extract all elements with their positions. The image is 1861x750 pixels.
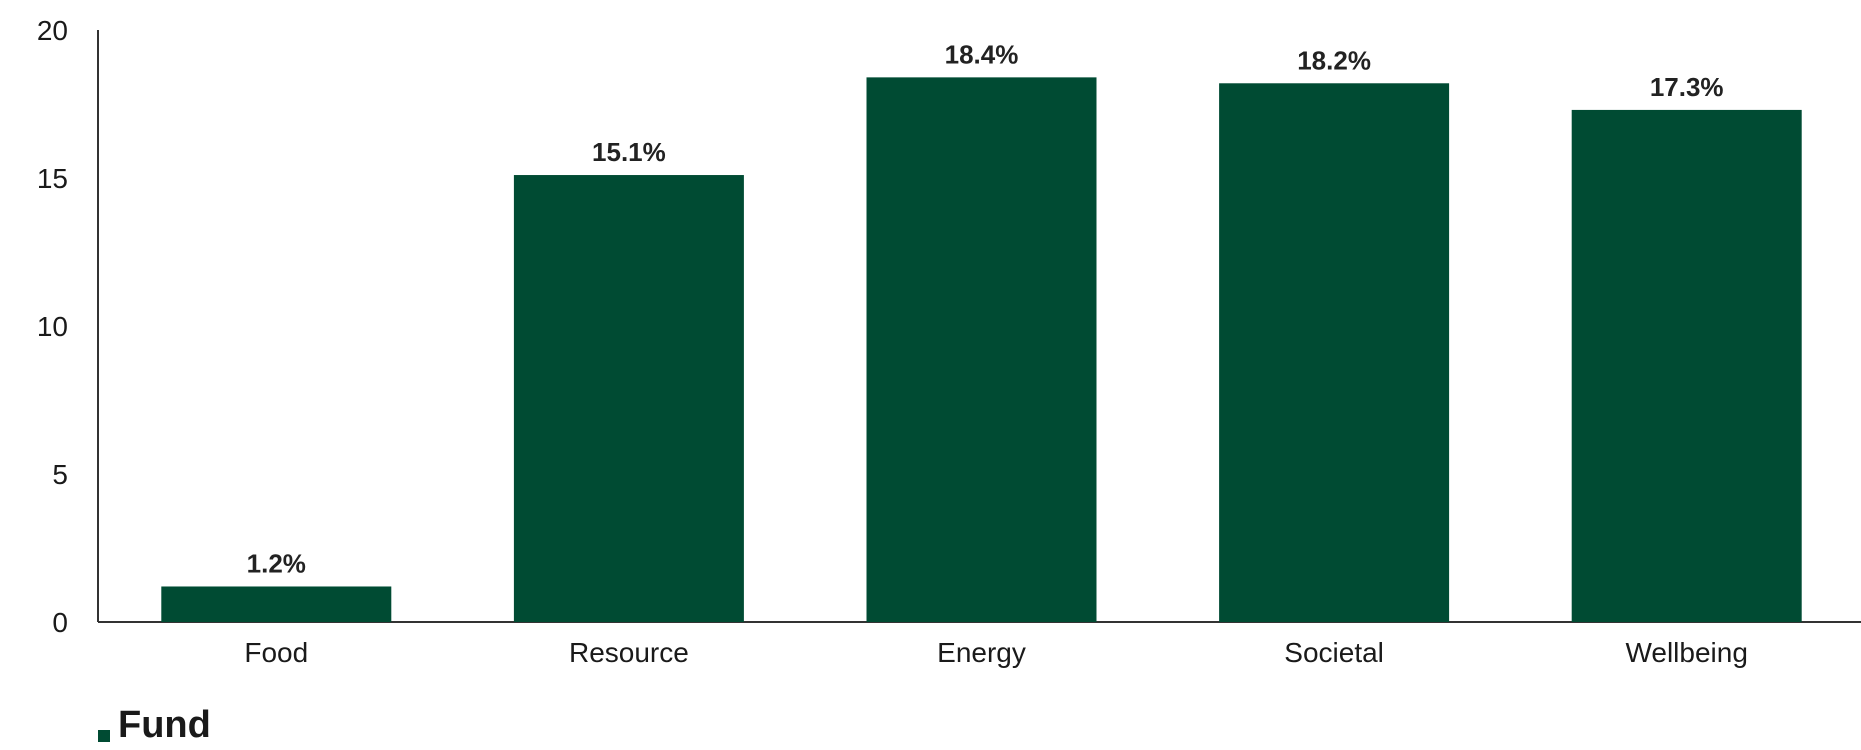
data-label-resource: 15.1% [592, 137, 666, 167]
y-axis-ticks: 0 5 10 15 20 [37, 15, 68, 638]
bar-energy [866, 77, 1097, 623]
bar-chart: 0 5 10 15 20 1.2% 15.1% 18.4% 18.2% 17.3% Food Re… [37, 15, 1861, 668]
x-category-energy: Energy [937, 637, 1026, 668]
y-tick-label: 20 [37, 15, 68, 46]
bar-resource [513, 175, 744, 623]
x-category-wellbeing: Wellbeing [1625, 637, 1747, 668]
x-category-societal: Societal [1284, 637, 1384, 668]
y-tick-label: 15 [37, 163, 68, 194]
x-category-food: Food [244, 637, 308, 668]
bar-wellbeing [1571, 109, 1802, 623]
x-axis-categories: Food Resource Energy Societal Wellbeing [244, 637, 1748, 668]
y-tick-label: 0 [52, 607, 68, 638]
legend: Fund [98, 706, 211, 744]
bar-food [161, 586, 392, 622]
y-tick-label: 10 [37, 311, 68, 342]
data-labels: 1.2% 15.1% 18.4% 18.2% 17.3% [247, 39, 1724, 578]
data-label-wellbeing: 17.3% [1650, 72, 1724, 102]
bar-societal [1219, 83, 1450, 622]
legend-swatch [98, 730, 110, 742]
bars [161, 77, 1802, 623]
data-label-societal: 18.2% [1297, 45, 1371, 75]
data-label-energy: 18.4% [945, 39, 1019, 69]
legend-label-fund: Fund [118, 704, 211, 746]
data-label-food: 1.2% [247, 548, 306, 578]
x-category-resource: Resource [569, 637, 689, 668]
y-tick-label: 5 [52, 459, 68, 490]
